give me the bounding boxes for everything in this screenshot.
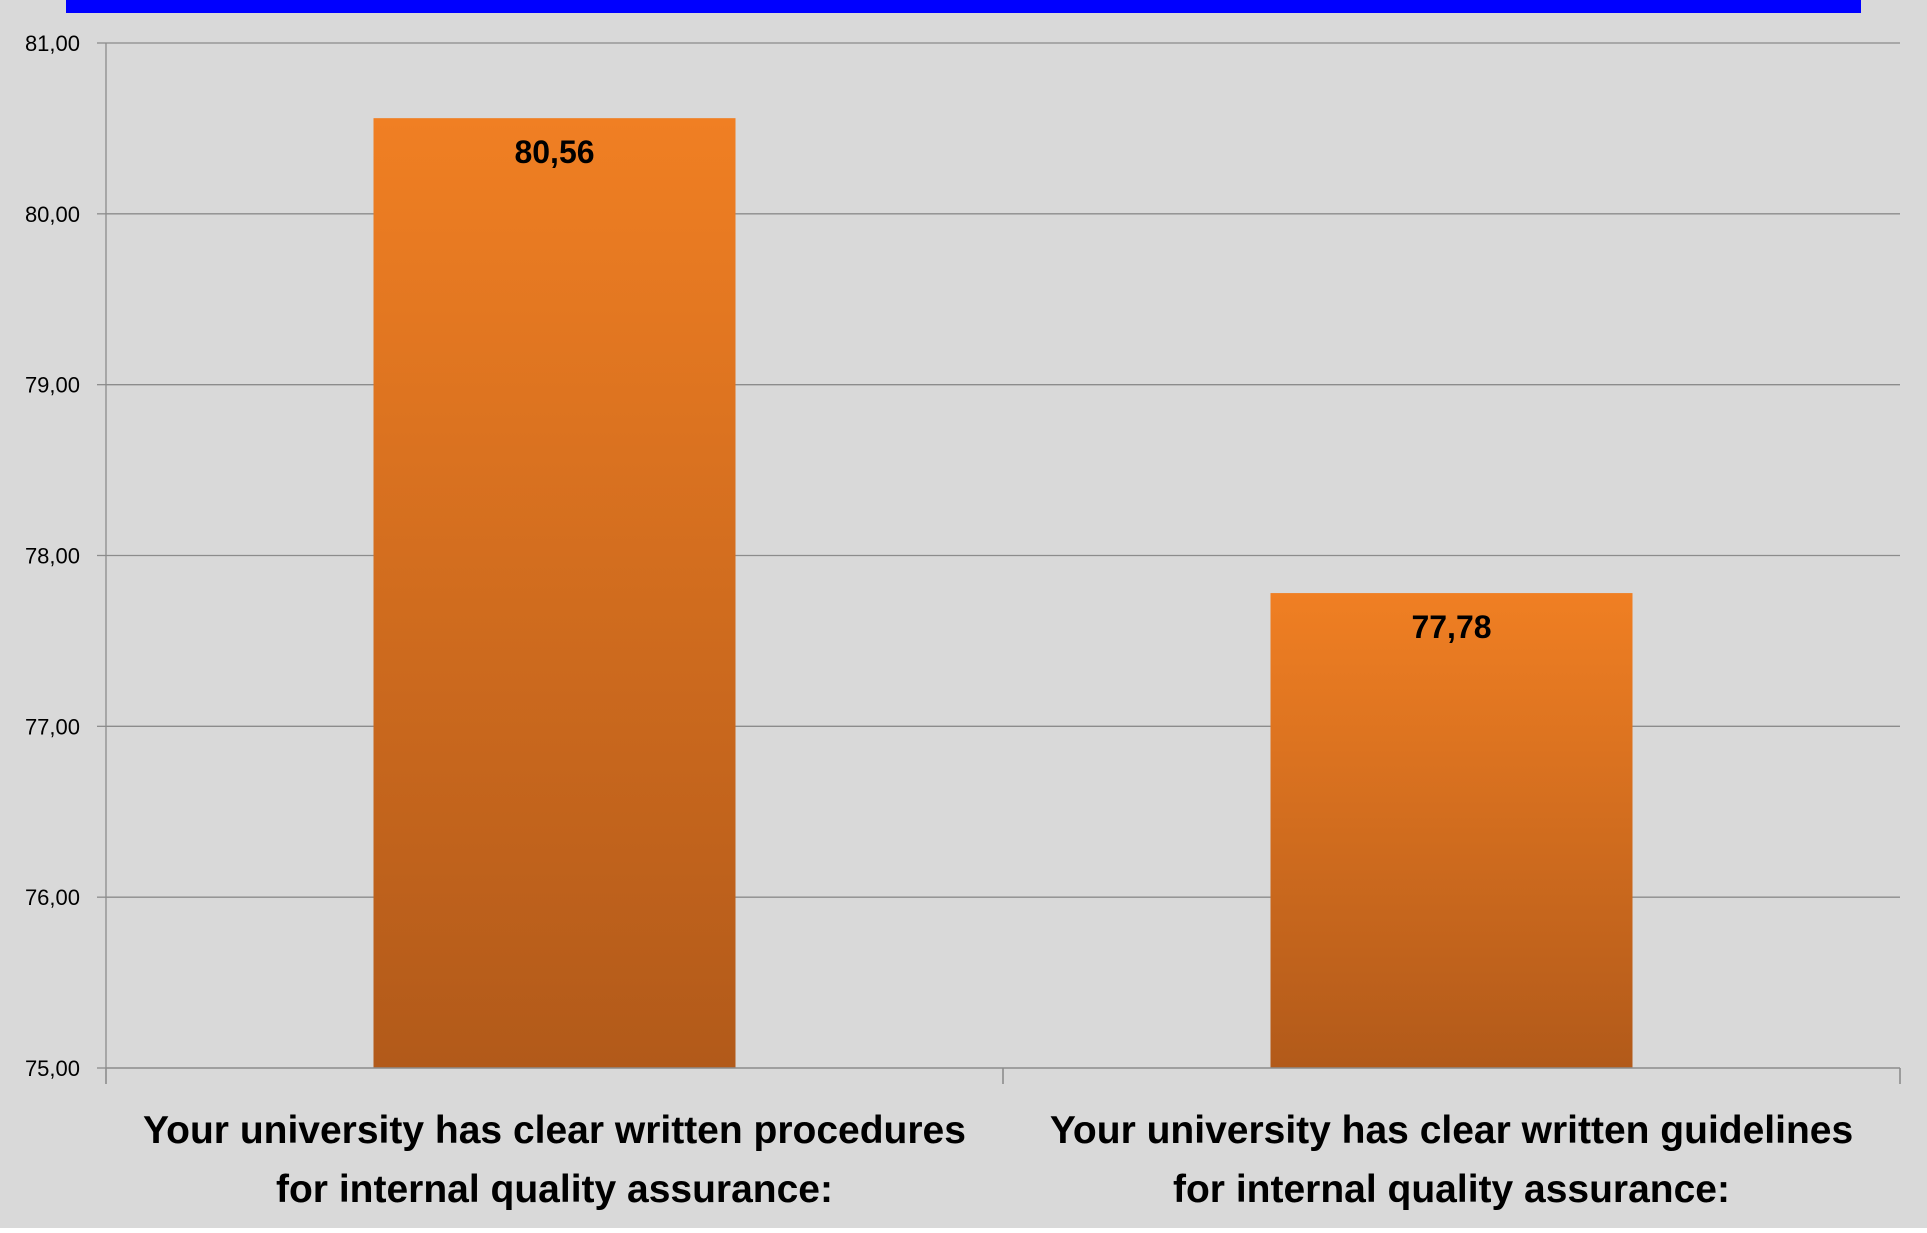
y-tick-label: 75,00 bbox=[25, 1056, 80, 1081]
bar-value-label: 77,78 bbox=[1411, 609, 1491, 645]
x-category-label: Your university has clear written guidel… bbox=[1050, 1109, 1853, 1152]
y-tick-label: 77,00 bbox=[25, 714, 80, 739]
x-category-label: for internal quality assurance: bbox=[1173, 1168, 1730, 1211]
x-category-label: Your university has clear written proced… bbox=[143, 1109, 966, 1152]
top-accent-bar bbox=[66, 0, 1861, 13]
x-axis-category-labels: Your university has clear written proced… bbox=[143, 1109, 1853, 1211]
y-tick-label: 79,00 bbox=[25, 373, 80, 398]
bar-value-label: 80,56 bbox=[514, 134, 594, 170]
x-category-label: for internal quality assurance: bbox=[276, 1168, 833, 1211]
bars: 80,56 77,78 bbox=[373, 118, 1633, 1068]
y-axis-tick-labels: 75,00 76,00 77,00 78,00 79,00 80,00 81,00 bbox=[25, 31, 80, 1081]
bar bbox=[373, 118, 736, 1068]
y-tick-label: 78,00 bbox=[25, 544, 80, 569]
y-tick-label: 80,00 bbox=[25, 202, 80, 227]
y-tick-label: 81,00 bbox=[25, 31, 80, 56]
x-axis bbox=[105, 1067, 1901, 1084]
bar bbox=[1270, 593, 1633, 1068]
y-tick-label: 76,00 bbox=[25, 885, 80, 910]
